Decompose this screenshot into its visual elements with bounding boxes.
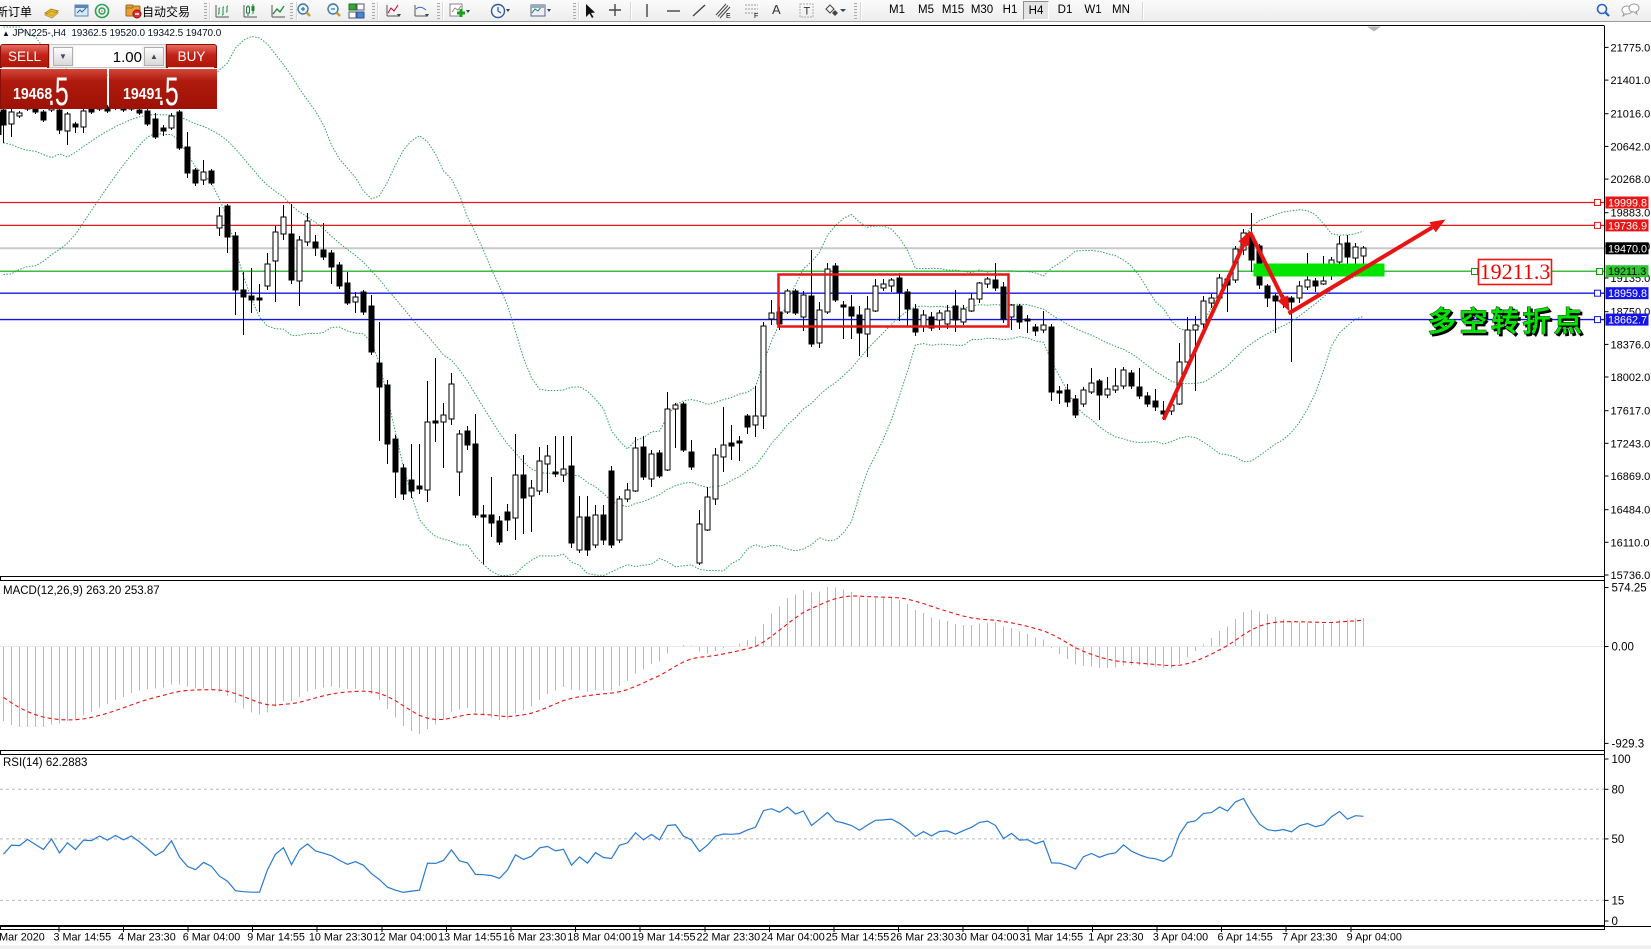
svg-text:80: 80 (1612, 784, 1625, 796)
svg-text:25 Mar 14:55: 25 Mar 14:55 (826, 932, 890, 944)
svg-text:4 Mar 23:30: 4 Mar 23:30 (118, 932, 176, 944)
svg-text:Mar 2020: Mar 2020 (0, 932, 45, 944)
svg-text:7 Apr 23:30: 7 Apr 23:30 (1282, 932, 1337, 944)
svg-text:0: 0 (1612, 916, 1618, 928)
svg-text:F: F (754, 13, 758, 20)
svg-text:30 Mar 04:00: 30 Mar 04:00 (955, 932, 1019, 944)
svg-text:-929.3: -929.3 (1612, 738, 1645, 750)
svg-text:50: 50 (1612, 834, 1625, 846)
svg-text:100: 100 (1612, 754, 1631, 766)
svg-text:MACD(12,26,9) 263.20 253.87: MACD(12,26,9) 263.20 253.87 (3, 585, 160, 597)
svg-text:26 Mar 23:30: 26 Mar 23:30 (890, 932, 954, 944)
svg-text:19 Mar 14:55: 19 Mar 14:55 (632, 932, 696, 944)
svg-text:13 Mar 14:55: 13 Mar 14:55 (438, 932, 502, 944)
svg-text:18002.0: 18002.0 (1611, 372, 1651, 384)
svg-text:24 Mar 04:00: 24 Mar 04:00 (761, 932, 825, 944)
svg-text:19211.3: 19211.3 (1480, 259, 1551, 284)
svg-text:15736.0: 15736.0 (1611, 570, 1651, 582)
svg-text:17243.0: 17243.0 (1611, 438, 1651, 450)
svg-text:18376.0: 18376.0 (1611, 339, 1651, 351)
svg-text:21401.0: 21401.0 (1611, 75, 1651, 87)
svg-text:10 Mar 23:30: 10 Mar 23:30 (309, 932, 373, 944)
svg-text:9 Mar 14:55: 9 Mar 14:55 (247, 932, 305, 944)
svg-text:21016.0: 21016.0 (1611, 109, 1651, 121)
svg-text:6 Apr 14:55: 6 Apr 14:55 (1217, 932, 1272, 944)
svg-text:20642.0: 20642.0 (1611, 141, 1651, 153)
svg-text:9 Apr 04:00: 9 Apr 04:00 (1347, 932, 1402, 944)
svg-text:12 Mar 04:00: 12 Mar 04:00 (373, 932, 437, 944)
svg-text:RSI(14) 62.2883: RSI(14) 62.2883 (3, 757, 87, 769)
svg-text:19211.3: 19211.3 (1608, 266, 1646, 278)
svg-text:19470.0: 19470.0 (1608, 243, 1647, 255)
svg-text:19883.0: 19883.0 (1611, 208, 1651, 220)
svg-text:16484.0: 16484.0 (1611, 505, 1651, 517)
svg-text:E: E (726, 13, 731, 20)
svg-text:6 Mar 04:00: 6 Mar 04:00 (183, 932, 241, 944)
svg-text:18662.7: 18662.7 (1608, 315, 1647, 327)
svg-text:19736.9: 19736.9 (1608, 220, 1647, 232)
svg-text:0.00: 0.00 (1612, 642, 1634, 654)
svg-text:31 Mar 14:55: 31 Mar 14:55 (1019, 932, 1083, 944)
svg-text:20268.0: 20268.0 (1611, 174, 1651, 186)
svg-text:T: T (804, 6, 811, 18)
svg-text:19999.8: 19999.8 (1608, 198, 1647, 210)
svg-text:21775.0: 21775.0 (1611, 42, 1651, 54)
svg-text:3 Mar 14:55: 3 Mar 14:55 (53, 932, 111, 944)
svg-text:22 Mar 23:30: 22 Mar 23:30 (696, 932, 760, 944)
svg-text:18 Mar 04:00: 18 Mar 04:00 (567, 932, 631, 944)
svg-text:16 Mar 23:30: 16 Mar 23:30 (503, 932, 567, 944)
svg-text:574.25: 574.25 (1612, 583, 1647, 595)
svg-text:多空转折点: 多空转折点 (1428, 305, 1586, 337)
svg-text:18959.8: 18959.8 (1608, 288, 1647, 300)
svg-text:1 Apr 23:30: 1 Apr 23:30 (1088, 932, 1143, 944)
svg-text:3 Apr 04:00: 3 Apr 04:00 (1153, 932, 1208, 944)
svg-text:15: 15 (1612, 895, 1625, 907)
svg-text:17617.0: 17617.0 (1611, 406, 1651, 418)
svg-text:16869.0: 16869.0 (1611, 471, 1651, 483)
svg-text:16110.0: 16110.0 (1611, 537, 1650, 549)
